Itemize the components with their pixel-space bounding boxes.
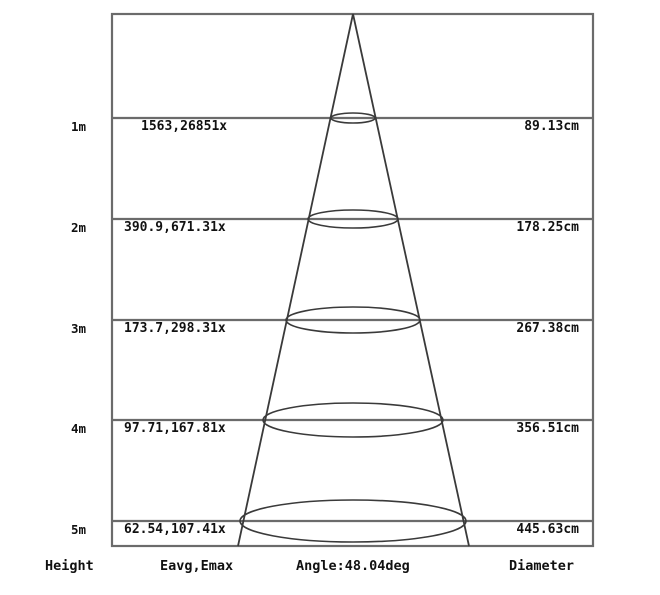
height-label-5m: 5m <box>70 522 86 537</box>
footprint-ellipse-2m <box>307 209 399 229</box>
eavg-emax-value-1m: 1563,26851x <box>141 119 228 134</box>
footprint-ellipse-3m <box>285 306 421 334</box>
chart-frame <box>110 12 595 548</box>
footprint-ellipse-5m <box>239 499 467 543</box>
footprint-ellipse-4m <box>262 402 444 438</box>
diameter-value-2m: 178.25cm <box>516 220 579 235</box>
footer-label-eavg-emax: Eavg,Emax <box>160 558 234 574</box>
eavg-emax-value-3m: 173.7,298.31x <box>124 321 226 336</box>
height-label-3m: 3m <box>70 321 86 336</box>
diameter-value-4m: 356.51cm <box>516 421 579 436</box>
height-label-2m: 2m <box>70 220 86 235</box>
diameter-value-1m: 89.13cm <box>524 119 579 134</box>
height-label-4m: 4m <box>70 421 86 436</box>
beam-edge-right <box>352 13 470 547</box>
eavg-emax-value-4m: 97.71,167.81x <box>124 421 226 436</box>
footer-label-beam-angle: Angle:48.04deg <box>296 558 410 574</box>
height-label-1m: 1m <box>70 119 86 134</box>
beam-cone <box>237 13 470 547</box>
footer-label-diameter: Diameter <box>509 558 575 574</box>
depth-gridlines <box>112 116 593 523</box>
footprint-ellipse-1m <box>330 112 376 124</box>
eavg-emax-value-5m: 62.54,107.41x <box>124 522 226 537</box>
beam-edge-left <box>237 13 354 547</box>
diameter-value-5m: 445.63cm <box>516 522 579 537</box>
diameter-value-3m: 267.38cm <box>516 321 579 336</box>
footer-label-height: Height <box>45 558 94 574</box>
eavg-emax-value-2m: 390.9,671.31x <box>124 220 226 235</box>
beam-footprints <box>239 112 467 543</box>
